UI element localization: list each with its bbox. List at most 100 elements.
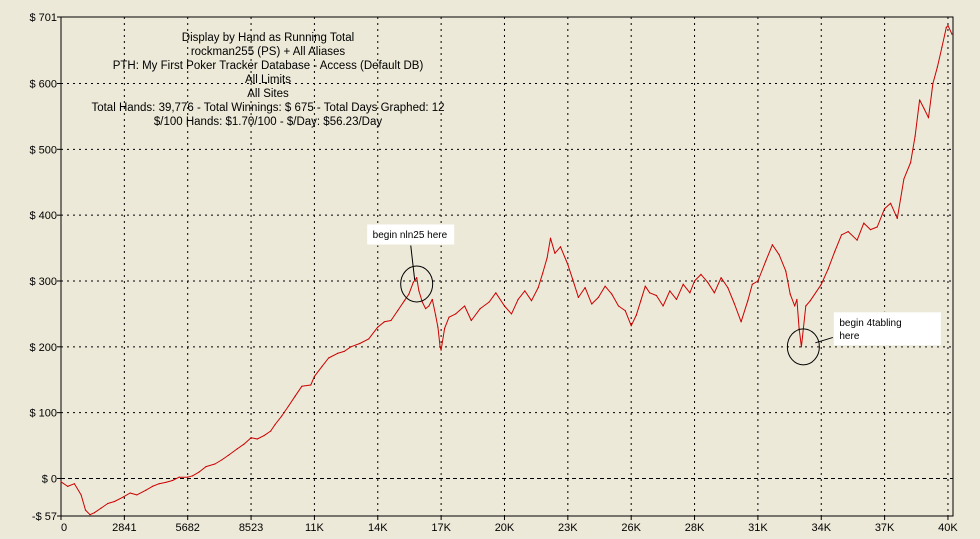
x-tick-label: 17K	[431, 522, 451, 534]
data-point	[129, 492, 131, 494]
data-point	[73, 483, 75, 485]
y-tick-label: $ 0	[42, 473, 57, 485]
data-point	[669, 290, 671, 292]
data-point	[863, 222, 865, 224]
data-point	[689, 292, 691, 294]
data-point	[100, 507, 102, 509]
data-point	[214, 463, 216, 465]
data-point	[425, 308, 427, 310]
data-point	[263, 435, 265, 437]
x-tick-label: 31K	[748, 522, 768, 534]
x-tick-label: 34K	[811, 522, 831, 534]
data-point	[236, 448, 238, 450]
y-tick-label: $ 600	[29, 78, 57, 90]
data-point	[328, 357, 330, 359]
data-point	[428, 305, 430, 307]
data-point	[136, 494, 138, 496]
data-point	[771, 244, 773, 246]
x-tick-label: 26K	[621, 522, 641, 534]
annotation-box	[832, 311, 942, 347]
data-point	[530, 300, 533, 302]
data-point	[635, 314, 637, 316]
info-block: Display by Hand as Running Total rockman2…	[91, 32, 444, 128]
data-point	[655, 294, 658, 297]
data-point	[765, 260, 767, 262]
data-point	[546, 257, 548, 259]
data-point	[440, 349, 442, 351]
data-point	[778, 254, 780, 256]
data-point	[313, 375, 316, 378]
data-point	[243, 443, 245, 445]
data-point	[577, 296, 579, 299]
x-tick-label: 28K	[685, 522, 705, 534]
data-point	[549, 237, 552, 239]
data-point	[343, 350, 345, 353]
data-point	[820, 283, 822, 285]
data-point	[421, 301, 423, 303]
data-point	[740, 321, 742, 323]
data-point	[537, 286, 539, 289]
data-point	[559, 246, 562, 248]
data-point	[158, 483, 160, 485]
info-line: Total Hands: 39,776 - Total Winnings: $ …	[91, 102, 444, 114]
data-point	[270, 430, 272, 432]
data-point	[591, 303, 593, 305]
y-tick-label: $ 701	[29, 12, 57, 24]
data-point	[840, 234, 843, 236]
data-point	[910, 161, 912, 164]
data-point	[281, 415, 283, 417]
data-point	[107, 502, 109, 505]
data-point	[572, 279, 574, 281]
info-line: All Limits	[245, 74, 291, 86]
data-point	[408, 293, 410, 295]
data-point	[876, 226, 878, 228]
data-point	[554, 252, 556, 254]
data-point	[713, 292, 715, 294]
data-point	[274, 423, 276, 426]
grid-layer	[57, 16, 953, 520]
data-point	[294, 395, 296, 397]
data-point	[856, 239, 858, 241]
data-point	[418, 290, 420, 292]
data-point	[932, 82, 934, 85]
data-point	[941, 46, 943, 48]
data-point	[733, 303, 736, 305]
data-point	[640, 300, 642, 302]
data-point	[359, 342, 361, 345]
data-point	[171, 479, 174, 482]
y-tick-label: $ 300	[29, 276, 57, 288]
data-point	[896, 217, 898, 220]
data-point	[567, 263, 569, 266]
data-point	[84, 509, 87, 511]
data-point	[936, 66, 938, 68]
data-point	[947, 24, 949, 27]
data-point	[287, 405, 290, 407]
annotation-circle	[400, 265, 434, 303]
data-point	[649, 292, 651, 294]
data-point	[700, 273, 702, 275]
annotation-layer: begin nln25 here begin 4tabling here	[366, 223, 942, 366]
data-point	[80, 494, 82, 496]
data-point	[604, 285, 606, 287]
data-point	[383, 321, 385, 323]
data-point	[630, 325, 632, 327]
data-point	[431, 298, 433, 301]
data-point	[205, 466, 207, 468]
data-point	[510, 313, 513, 315]
y-tick-label: $ 500	[29, 144, 57, 156]
info-line: Display by Hand as Running Total	[182, 32, 354, 44]
data-point	[256, 438, 258, 440]
data-point	[89, 514, 91, 516]
annotation-connector	[410, 244, 416, 281]
data-point	[187, 476, 189, 478]
x-tick-label: 20K	[495, 522, 515, 534]
data-point	[67, 485, 69, 487]
data-point	[834, 250, 836, 252]
x-tick-label: 8523	[239, 522, 263, 534]
data-point	[751, 283, 753, 285]
data-point	[584, 286, 586, 289]
data-point	[757, 280, 759, 282]
data-point	[644, 285, 646, 287]
info-line: rockman255 (PS) + All Aliases	[191, 46, 346, 58]
data-point	[443, 327, 446, 329]
